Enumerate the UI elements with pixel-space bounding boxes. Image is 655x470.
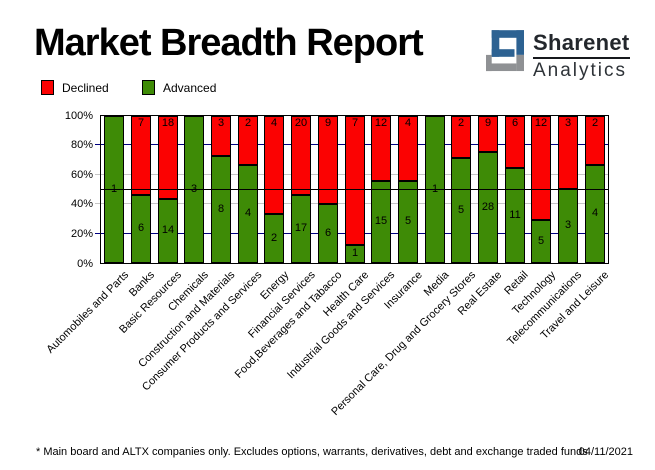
declined-count-label: 9 <box>324 117 332 129</box>
bar-segment-declined <box>585 116 605 165</box>
bar-segment-declined <box>451 116 471 158</box>
bar-segment-declined <box>291 116 311 195</box>
declined-swatch <box>41 80 54 95</box>
bar-segment-advanced <box>345 245 365 263</box>
declined-count-label: 3 <box>217 117 225 129</box>
bar-segment-advanced <box>318 204 338 263</box>
advanced-count-label: 5 <box>404 215 412 227</box>
advanced-count-label: 3 <box>564 219 572 231</box>
bar-segment-advanced <box>291 195 311 263</box>
bar-segment-declined <box>211 116 231 156</box>
y-axis-tick <box>95 173 100 175</box>
advanced-count-label: 4 <box>244 207 252 219</box>
advanced-swatch <box>142 80 155 95</box>
report-date: 04/11/2021 <box>578 446 633 458</box>
advanced-label: Advanced <box>163 80 217 95</box>
logo-line1: Sharenet <box>533 30 630 59</box>
y-axis-tick <box>95 144 100 146</box>
advanced-count-label: 5 <box>537 234 545 247</box>
page-title: Market Breadth Report <box>34 22 424 64</box>
advanced-count-label: 17 <box>294 222 308 234</box>
declined-count-label: 9 <box>484 117 492 129</box>
declined-count-label: 20 <box>294 117 308 129</box>
y-axis-tick-label: 20% <box>70 227 93 240</box>
logo-line2: Analytics <box>533 60 628 81</box>
chart-plot-area: 1 7 6 18 14 3 3 8 2 4 4 2 20 17 9 6 7 1 12 15 4 5 1 2 5 9 28 6 11 12 5… <box>100 115 609 264</box>
declined-count-label: 18 <box>161 117 175 129</box>
bar-segment-advanced <box>131 195 151 263</box>
advanced-count-label: 2 <box>270 231 278 244</box>
advanced-count-label: 5 <box>457 203 465 216</box>
footnote: * Main board and ALTX companies only. Ex… <box>36 446 588 458</box>
y-axis-tick-label: 40% <box>70 198 93 211</box>
advanced-count-label: 6 <box>137 222 145 234</box>
advanced-count-label: 6 <box>324 226 332 239</box>
declined-count-label: 2 <box>591 117 599 129</box>
bar-segment-declined <box>505 116 525 168</box>
x-category-label: Automobiles and Parts <box>44 269 131 356</box>
declined-count-label: 7 <box>351 117 359 129</box>
advanced-count-label: 11 <box>509 208 521 221</box>
bar-segment-declined <box>531 116 551 220</box>
bar-segment-advanced <box>211 156 231 263</box>
advanced-count-label: 3 <box>190 182 198 195</box>
bar-segment-declined <box>371 116 391 181</box>
advanced-count-label: 4 <box>591 207 599 219</box>
bar-segment-advanced <box>264 214 284 263</box>
y-axis-tick-label: 60% <box>70 168 93 181</box>
bar-segment-declined <box>264 116 284 214</box>
sharenet-logo-text: Sharenet Analytics <box>533 30 630 82</box>
bar-segment-advanced <box>371 181 391 263</box>
bar-segment-advanced <box>104 116 124 263</box>
bar-segment-declined <box>318 116 338 204</box>
advanced-count-label: 1 <box>110 182 118 195</box>
bar-segment-advanced <box>585 165 605 263</box>
declined-count-label: 3 <box>564 117 572 129</box>
sharenet-logo: Sharenet Analytics <box>486 30 630 82</box>
bar-segment-declined <box>345 116 365 245</box>
bar-segment-advanced <box>184 116 204 263</box>
bar-segment-advanced <box>158 199 178 263</box>
declined-count-label: 12 <box>374 117 388 129</box>
bar-segment-declined <box>478 116 498 152</box>
declined-label: Declined <box>62 80 109 95</box>
y-axis-tick-label: 0% <box>77 258 93 270</box>
y-axis-tick-label: 100% <box>64 110 93 122</box>
advanced-count-label: 8 <box>217 202 225 215</box>
legend-item-declined: Declined <box>41 80 109 95</box>
declined-count-label: 12 <box>534 117 548 129</box>
advanced-count-label: 14 <box>161 224 175 236</box>
advanced-count-label: 15 <box>374 215 388 227</box>
bar-segment-advanced <box>531 220 551 263</box>
declined-count-label: 4 <box>270 117 278 129</box>
bar-segment-advanced <box>558 189 578 263</box>
y-axis-tick-label: 80% <box>70 139 93 152</box>
bar-segment-advanced <box>505 168 525 263</box>
y-axis-tick <box>95 232 100 234</box>
y-axis-tick <box>95 203 100 205</box>
bar-segment-advanced <box>451 158 471 263</box>
fifty-percent-reference-line <box>101 188 608 190</box>
declined-count-label: 6 <box>511 117 519 129</box>
bar-segment-advanced <box>425 116 445 263</box>
advanced-count-label: 28 <box>481 200 495 213</box>
declined-count-label: 7 <box>137 117 145 129</box>
declined-count-label: 4 <box>404 117 412 129</box>
declined-count-label: 2 <box>244 117 252 129</box>
bar-segment-declined <box>131 116 151 195</box>
bar-segment-declined <box>398 116 418 181</box>
bar-segment-advanced <box>478 152 498 263</box>
bar-segment-advanced <box>398 181 418 263</box>
declined-count-label: 2 <box>457 117 465 129</box>
bar-segment-advanced <box>238 165 258 263</box>
legend-item-advanced: Advanced <box>142 80 216 95</box>
bar-segment-declined <box>158 116 178 199</box>
advanced-count-label: 1 <box>351 247 359 259</box>
sharenet-logo-icon <box>486 30 524 72</box>
advanced-count-label: 1 <box>431 182 439 195</box>
bar-segment-declined <box>238 116 258 165</box>
